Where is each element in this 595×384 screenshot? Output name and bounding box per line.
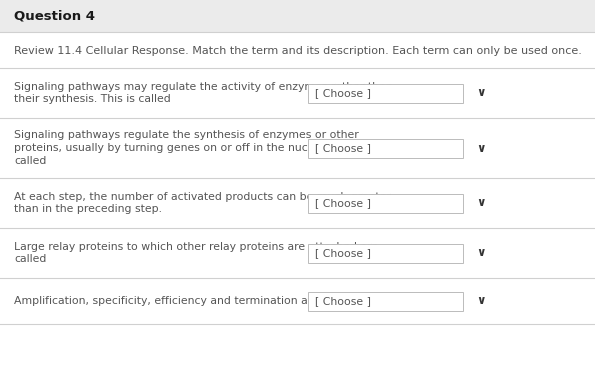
Text: Review 11.4 Cellular Response. Match the term and its description. Each term can: Review 11.4 Cellular Response. Match the… bbox=[14, 46, 582, 56]
FancyBboxPatch shape bbox=[0, 0, 595, 32]
FancyBboxPatch shape bbox=[308, 291, 463, 311]
Text: ∨: ∨ bbox=[476, 86, 486, 99]
Text: [ Choose ]: [ Choose ] bbox=[315, 88, 371, 98]
FancyBboxPatch shape bbox=[308, 83, 463, 103]
Text: Question 4: Question 4 bbox=[14, 10, 95, 23]
Text: [ Choose ]: [ Choose ] bbox=[315, 198, 371, 208]
FancyBboxPatch shape bbox=[308, 194, 463, 212]
Text: [ Choose ]: [ Choose ] bbox=[315, 248, 371, 258]
Text: At each step, the number of activated products can be much greater
than in the p: At each step, the number of activated pr… bbox=[14, 192, 391, 214]
Text: Signaling pathways may regulate the activity of enzymes rather than
their synthe: Signaling pathways may regulate the acti… bbox=[14, 82, 393, 104]
Text: [ Choose ]: [ Choose ] bbox=[315, 296, 371, 306]
FancyBboxPatch shape bbox=[308, 139, 463, 157]
Text: ∨: ∨ bbox=[476, 141, 486, 154]
FancyBboxPatch shape bbox=[308, 243, 463, 263]
Text: Amplification, specificity, efficiency and termination are examples of: Amplification, specificity, efficiency a… bbox=[14, 296, 389, 306]
Text: ∨: ∨ bbox=[476, 295, 486, 308]
Text: Large relay proteins to which other relay proteins are attached are
called: Large relay proteins to which other rela… bbox=[14, 242, 378, 265]
Text: [ Choose ]: [ Choose ] bbox=[315, 143, 371, 153]
Text: Signaling pathways regulate the synthesis of enzymes or other
proteins, usually : Signaling pathways regulate the synthesi… bbox=[14, 130, 371, 166]
Text: ∨: ∨ bbox=[476, 247, 486, 260]
Text: ∨: ∨ bbox=[476, 197, 486, 210]
